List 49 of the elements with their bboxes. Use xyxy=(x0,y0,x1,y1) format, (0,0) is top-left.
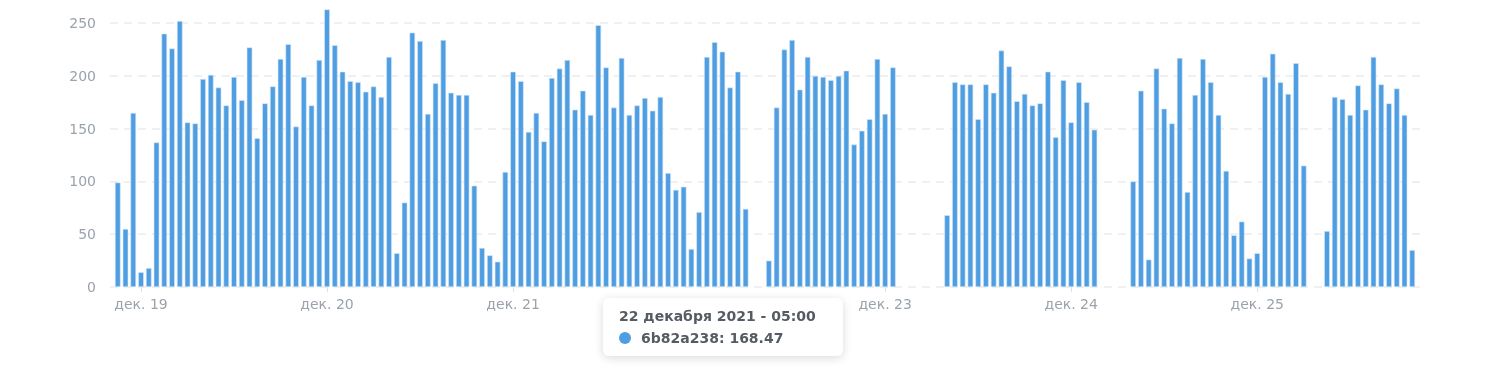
x-tick-label: дек. 21 xyxy=(486,296,540,312)
bar xyxy=(983,84,989,287)
x-tick-label: дек. 19 xyxy=(114,296,168,312)
y-tick-label: 100 xyxy=(69,173,96,190)
bar xyxy=(572,109,578,287)
bar xyxy=(541,141,547,287)
text: 22 декабря 2021 - 05:00 xyxy=(619,308,816,324)
bar xyxy=(479,247,485,287)
y-tick-label: 250 xyxy=(69,15,96,32)
bar xyxy=(1130,181,1136,287)
bar xyxy=(890,67,896,287)
bar xyxy=(448,92,454,287)
bar xyxy=(1014,101,1020,287)
y-tick-label: 200 xyxy=(69,67,96,84)
bar xyxy=(262,103,268,287)
bar xyxy=(1300,165,1307,287)
y-tick-label: 150 xyxy=(69,120,96,137)
bar xyxy=(1355,85,1361,287)
bar xyxy=(1293,63,1299,287)
bar xyxy=(1138,90,1144,287)
bar xyxy=(1200,59,1206,287)
bar xyxy=(417,41,423,287)
x-tick-label: дек. 25 xyxy=(1230,296,1284,312)
bar xyxy=(169,48,175,287)
bar xyxy=(952,82,958,287)
bar xyxy=(1076,82,1082,287)
bar xyxy=(510,71,516,287)
bar xyxy=(1045,71,1051,287)
bar xyxy=(1386,103,1392,287)
bar xyxy=(231,76,237,287)
bar xyxy=(293,126,299,287)
bar xyxy=(603,67,609,287)
y-tick-label: 0 xyxy=(87,279,96,295)
bar xyxy=(1231,235,1237,287)
bar xyxy=(200,79,206,287)
bar xyxy=(386,56,392,287)
x-tick-label: дек. 23 xyxy=(858,296,912,312)
bar xyxy=(324,9,330,287)
bar xyxy=(1169,123,1175,287)
text: 6b82a238: 168.47 xyxy=(641,330,784,346)
bar xyxy=(1262,76,1268,287)
bar xyxy=(944,215,950,287)
bar xyxy=(1324,231,1330,287)
y-tick-label: 50 xyxy=(78,226,96,243)
bar xyxy=(634,105,640,287)
bar xyxy=(138,272,144,287)
x-tick-label: дек. 24 xyxy=(1044,296,1099,312)
bar xyxy=(355,82,361,287)
x-tick-label: дек. 20 xyxy=(300,296,354,312)
